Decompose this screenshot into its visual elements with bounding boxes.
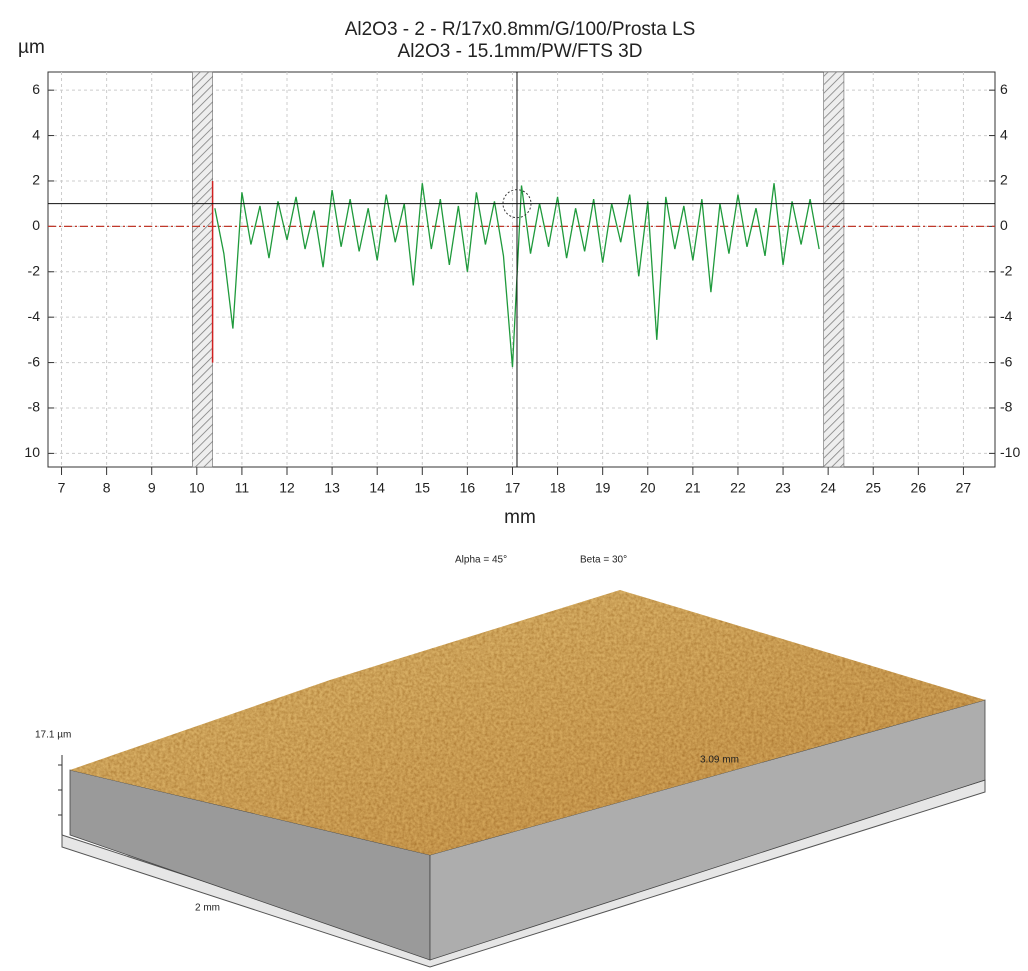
y-tick-label: -4	[28, 308, 41, 324]
x-tick-label: 12	[279, 480, 295, 496]
x-tick-label: 15	[415, 480, 431, 496]
y2-tick-label: -8	[1000, 399, 1013, 415]
y-tick-label: 10	[24, 444, 40, 460]
x-tick-label: 20	[640, 480, 656, 496]
x-tick-label: 23	[775, 480, 791, 496]
x-tick-label: 7	[58, 480, 66, 496]
surface-3d: Alpha = 45° Beta = 30° 17.1 µm 2 mm 3.09…	[35, 555, 985, 967]
y2-tick-label: 4	[1000, 126, 1008, 142]
x-tick-label: 26	[911, 480, 927, 496]
y-axis-label: µm	[18, 37, 45, 58]
alpha-label: Alpha = 45°	[455, 555, 507, 566]
x-tick-label: 22	[730, 480, 746, 496]
y-tick-label: 6	[32, 81, 40, 97]
y-tick-label: -8	[28, 399, 41, 415]
x-tick-label: 9	[148, 480, 156, 496]
figure: Al2O3 - 2 - R/17x0.8mm/G/100/Prosta LS A…	[0, 0, 1028, 971]
x-tick-label: 19	[595, 480, 611, 496]
y2-tick-label: -2	[1000, 262, 1013, 278]
x-tick-label: 17	[505, 480, 521, 496]
y2-tick-label: 2	[1000, 172, 1008, 188]
y-tick-label: -2	[28, 262, 41, 278]
y2-tick-label: -6	[1000, 353, 1013, 369]
length-label: 3.09 mm	[700, 755, 739, 766]
beta-label: Beta = 30°	[580, 555, 627, 566]
y-tick-label: -6	[28, 353, 41, 369]
page: {"chart_data": {"type": "line", "title":…	[0, 0, 1028, 971]
x-tick-label: 10	[189, 480, 205, 496]
y2-tick-label: -4	[1000, 308, 1013, 324]
x-tick-label: 11	[235, 480, 250, 496]
x-tick-label: 21	[685, 480, 701, 496]
x-axis-label: mm	[504, 507, 536, 528]
x-tick-label: 24	[820, 480, 836, 496]
x-tick-label: 27	[956, 480, 972, 496]
x-tick-label: 14	[369, 480, 385, 496]
x-tick-label: 18	[550, 480, 566, 496]
y2-tick-label: -10	[1000, 444, 1020, 460]
y-tick-label: 0	[32, 217, 40, 233]
y-tick-label: 4	[32, 126, 40, 142]
exclusion-zone	[192, 72, 212, 467]
y2-tick-label: 0	[1000, 217, 1008, 233]
x-tick-label: 25	[865, 480, 881, 496]
chart-subtitle: Al2O3 - 15.1mm/PW/FTS 3D	[398, 41, 643, 62]
height-label: 17.1 µm	[35, 730, 71, 741]
x-tick-label: 16	[460, 480, 476, 496]
x-tick-label: 8	[103, 480, 111, 496]
exclusion-zone	[824, 72, 844, 467]
x-tick-label: 13	[324, 480, 340, 496]
y-tick-label: 2	[32, 172, 40, 188]
chart-title: Al2O3 - 2 - R/17x0.8mm/G/100/Prosta LS	[345, 19, 696, 40]
y2-tick-label: 6	[1000, 81, 1008, 97]
width-label: 2 mm	[195, 903, 220, 914]
